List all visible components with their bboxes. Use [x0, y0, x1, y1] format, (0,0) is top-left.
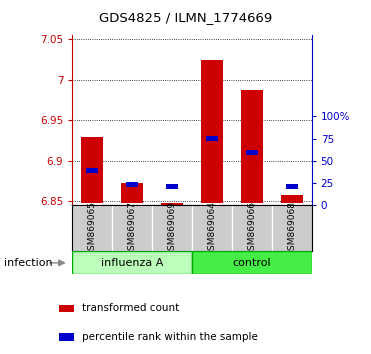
Text: control: control: [233, 258, 271, 268]
Bar: [161, 203, 183, 205]
Bar: [281, 195, 303, 203]
Text: GSM869068: GSM869068: [287, 201, 296, 256]
Text: GDS4825 / ILMN_1774669: GDS4825 / ILMN_1774669: [99, 11, 272, 24]
Bar: [81, 137, 103, 203]
Bar: [86, 168, 98, 173]
Text: GSM869069: GSM869069: [168, 201, 177, 256]
Bar: [59, 304, 75, 312]
FancyBboxPatch shape: [72, 251, 192, 274]
Bar: [59, 333, 75, 341]
Bar: [206, 136, 218, 141]
Bar: [286, 184, 298, 189]
Text: GSM869066: GSM869066: [247, 201, 256, 256]
Text: GSM869065: GSM869065: [88, 201, 97, 256]
Bar: [166, 184, 178, 189]
FancyBboxPatch shape: [192, 251, 312, 274]
Text: influenza A: influenza A: [101, 258, 163, 268]
Text: infection: infection: [4, 258, 52, 268]
Text: GSM869067: GSM869067: [128, 201, 137, 256]
Bar: [241, 90, 263, 203]
Text: percentile rank within the sample: percentile rank within the sample: [82, 332, 258, 342]
Bar: [246, 150, 258, 155]
Text: GSM869064: GSM869064: [207, 201, 216, 256]
Text: transformed count: transformed count: [82, 303, 180, 313]
Bar: [201, 60, 223, 203]
Bar: [126, 182, 138, 187]
Bar: [121, 183, 143, 203]
